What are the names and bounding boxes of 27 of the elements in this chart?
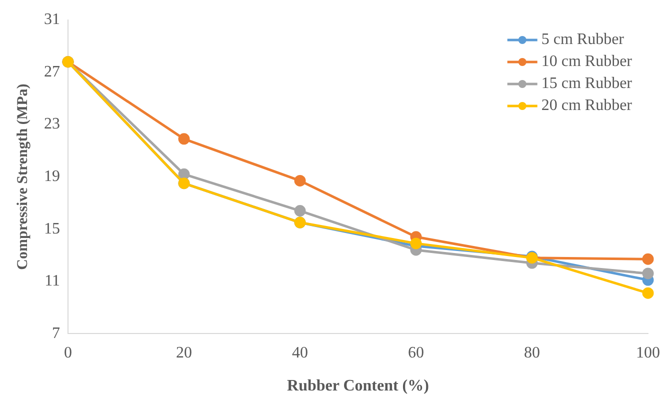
y-tick-label: 23 (44, 116, 60, 133)
point (178, 133, 190, 145)
legend-label: 5 cm Rubber (541, 31, 625, 48)
x-tick-label: 0 (64, 344, 72, 362)
legend-label: 10 cm Rubber (541, 53, 633, 70)
point (294, 205, 306, 217)
x-tick-label: 100 (636, 344, 660, 362)
y-tick-label: 19 (44, 168, 60, 186)
point (642, 253, 654, 265)
y-tick-label: 31 (44, 11, 60, 28)
y-tick-label: 15 (44, 220, 60, 238)
y-axis-title: Compressive Strength (MPa) (14, 84, 31, 270)
x-tick-label: 40 (292, 344, 308, 362)
point (178, 168, 190, 180)
y-tick-label: 7 (52, 324, 60, 342)
y-tick-label: 11 (44, 272, 60, 290)
point (642, 287, 654, 299)
y-tick-label: 27 (44, 63, 60, 80)
point (642, 268, 654, 280)
x-tick-label: 80 (524, 344, 540, 362)
x-tick-label: 20 (176, 344, 192, 362)
point (410, 238, 422, 250)
legend-label: 20 cm Rubber (541, 97, 633, 114)
x-tick-label: 60 (408, 344, 424, 362)
x-axis-title: Rubber Content (%) (287, 378, 429, 395)
point (294, 174, 306, 186)
legend-label: 15 cm Rubber (541, 75, 633, 92)
